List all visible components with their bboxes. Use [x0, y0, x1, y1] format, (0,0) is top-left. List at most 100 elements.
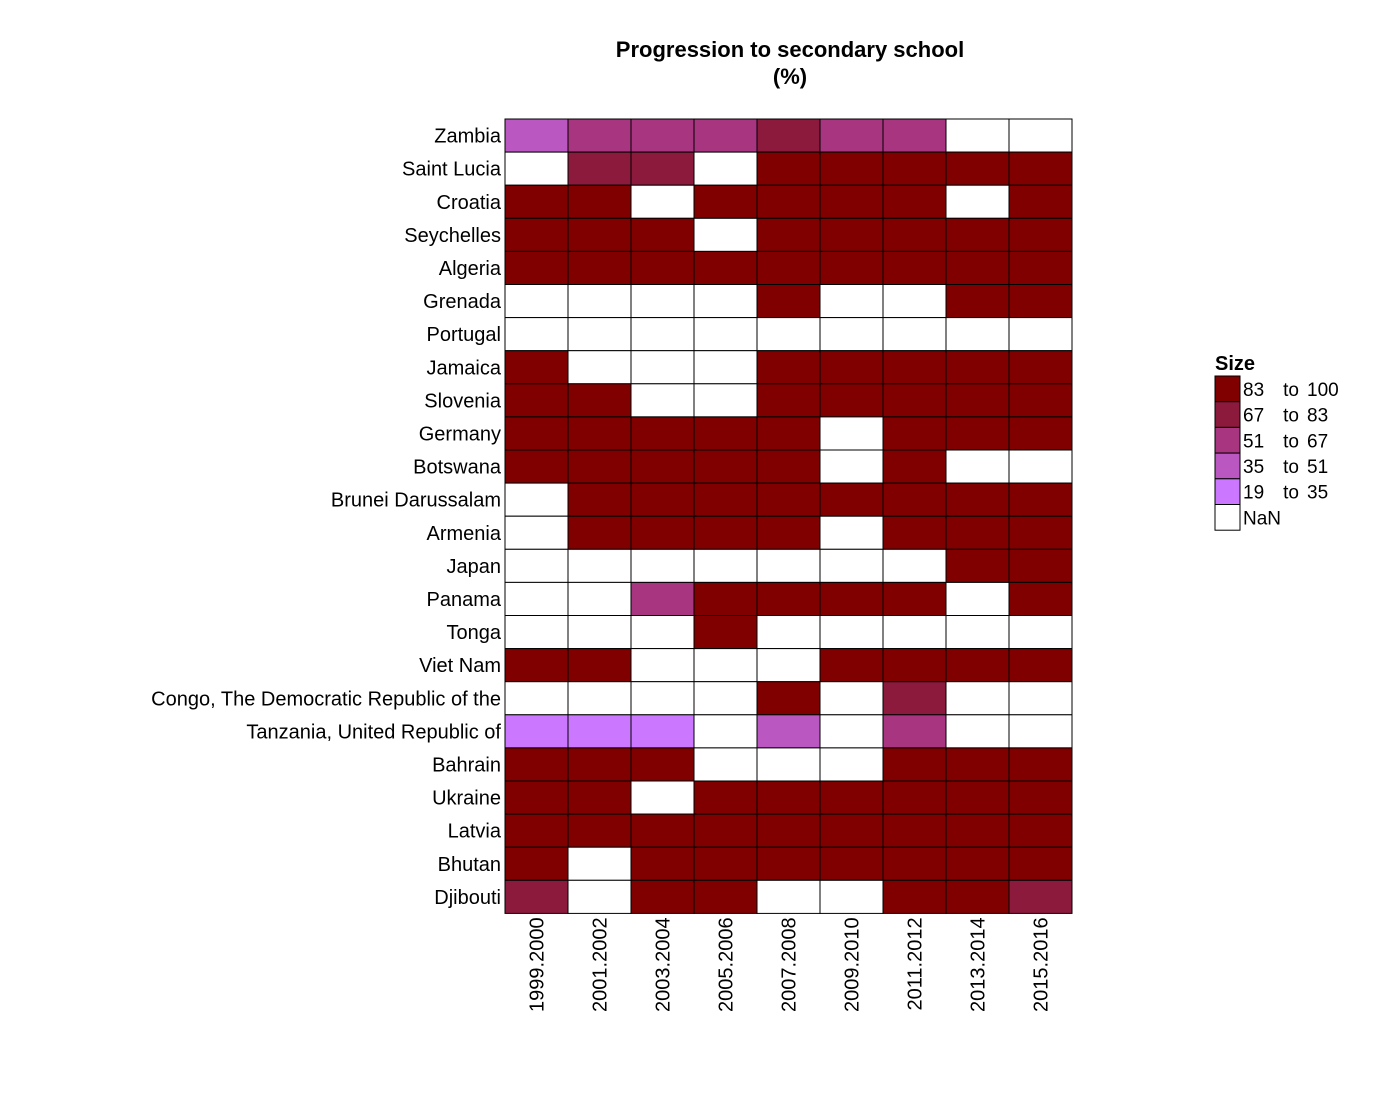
- heatmap-cell: [693, 846, 758, 881]
- heatmap-cell: [504, 482, 569, 517]
- heatmap-cell: [945, 284, 1010, 319]
- legend-label-from: 67: [1243, 406, 1264, 427]
- heatmap-cell: [504, 250, 569, 285]
- heatmap-cell: [819, 548, 884, 583]
- heatmap-cell: [819, 250, 884, 285]
- heatmap-cell: [693, 780, 758, 815]
- heatmap-cell: [882, 317, 947, 352]
- heatmap-cell: [756, 383, 821, 418]
- heatmap-cell: [567, 747, 632, 782]
- heatmap-cell: [882, 350, 947, 385]
- heatmap-cell: [882, 648, 947, 683]
- heatmap-cell: [693, 284, 758, 319]
- heatmap-cell: [945, 747, 1010, 782]
- heatmap-cell: [882, 482, 947, 517]
- heatmap-cell: [630, 317, 695, 352]
- heatmap-cell: [630, 581, 695, 617]
- heatmap-cell: [693, 151, 758, 186]
- legend-label-from: 83: [1243, 380, 1264, 401]
- heatmap-cell: [882, 449, 947, 484]
- heatmap-cell: [1008, 515, 1073, 550]
- heatmap-cell: [945, 515, 1010, 550]
- heatmap-cell: [756, 846, 821, 881]
- heatmap-cell: [1008, 284, 1073, 319]
- row-label: Bahrain: [432, 754, 501, 776]
- heatmap-cell: [630, 813, 695, 848]
- heatmap-cell: [819, 813, 884, 848]
- heatmap-cell: [1008, 482, 1073, 517]
- heatmap-cell: [693, 879, 758, 914]
- heatmap-cell: [756, 482, 821, 517]
- heatmap-cell: [1008, 548, 1073, 583]
- heatmap-cell: [693, 184, 758, 219]
- heatmap-cell: [756, 813, 821, 848]
- heatmap-cell: [1008, 151, 1073, 186]
- heatmap-cell: [1008, 449, 1073, 484]
- heatmap-cell: [882, 581, 947, 617]
- column-label: 2005.2006: [716, 917, 738, 1012]
- heatmap-cell: [756, 780, 821, 815]
- heatmap-cell: [945, 217, 1010, 252]
- legend-label-to-word: to: [1283, 406, 1299, 427]
- heatmap-cell: [882, 284, 947, 319]
- row-label: Croatia: [437, 192, 502, 214]
- heatmap-cell: [630, 879, 695, 914]
- legend-label-from: 19: [1243, 483, 1264, 504]
- heatmap-cell: [756, 714, 821, 749]
- column-label: 2003.2004: [653, 917, 675, 1012]
- heatmap-cell: [630, 515, 695, 550]
- row-label: Slovenia: [424, 390, 502, 412]
- heatmap-cell: [1008, 747, 1073, 782]
- heatmap-cell: [504, 515, 569, 550]
- heatmap-cell: [567, 317, 632, 352]
- heatmap-cell: [567, 581, 632, 617]
- heatmap-cell: [504, 879, 569, 914]
- heatmap-cell: [567, 714, 632, 749]
- heatmap-cell: [693, 747, 758, 782]
- heatmap-cell: [630, 151, 695, 186]
- heatmap-cell: [819, 615, 884, 650]
- heatmap-cell: [756, 284, 821, 319]
- heatmap-cell: [882, 615, 947, 650]
- row-label: Seychelles: [404, 225, 501, 247]
- legend-label-to-word: to: [1283, 457, 1299, 478]
- heatmap-cell: [945, 184, 1010, 219]
- heatmap-cell: [819, 846, 884, 881]
- heatmap-cell: [693, 681, 758, 716]
- heatmap-cell: [630, 383, 695, 418]
- heatmap-cell: [567, 118, 632, 153]
- heatmap-cell: [1008, 879, 1073, 914]
- heatmap-cell: [504, 449, 569, 484]
- heatmap-cell: [819, 581, 884, 617]
- heatmap-cell: [756, 681, 821, 716]
- heatmap-cell: [882, 846, 947, 881]
- heatmap-cell: [819, 879, 884, 914]
- heatmap-cell: [882, 879, 947, 914]
- heatmap-cell: [756, 350, 821, 385]
- heatmap-cell: [1008, 350, 1073, 385]
- row-label: Algeria: [439, 258, 502, 280]
- heatmap-cell: [567, 449, 632, 484]
- row-label: Congo, The Democratic Republic of the: [151, 688, 501, 710]
- heatmap-cell: [819, 648, 884, 683]
- heatmap-cell: [567, 615, 632, 650]
- heatmap-cell: [567, 780, 632, 815]
- heatmap-cell: [1008, 118, 1073, 153]
- heatmap-cell: [1008, 615, 1073, 650]
- heatmap-cell: [504, 615, 569, 650]
- heatmap-cell: [1008, 416, 1073, 451]
- heatmap-cell: [945, 416, 1010, 451]
- row-label: Ukraine: [432, 788, 501, 810]
- heatmap-cell: [882, 515, 947, 550]
- heatmap-cell: [504, 284, 569, 319]
- heatmap-cell: [819, 383, 884, 418]
- row-label: Tonga: [447, 622, 502, 644]
- row-label: Panama: [427, 589, 502, 611]
- heatmap-cell: [819, 681, 884, 716]
- heatmap-cell: [756, 449, 821, 484]
- heatmap-cell: [693, 317, 758, 352]
- heatmap-cell: [819, 151, 884, 186]
- heatmap-cell: [882, 813, 947, 848]
- row-label: Bhutan: [438, 854, 501, 876]
- chart-title-line-1: Progression to secondary school: [615, 37, 965, 62]
